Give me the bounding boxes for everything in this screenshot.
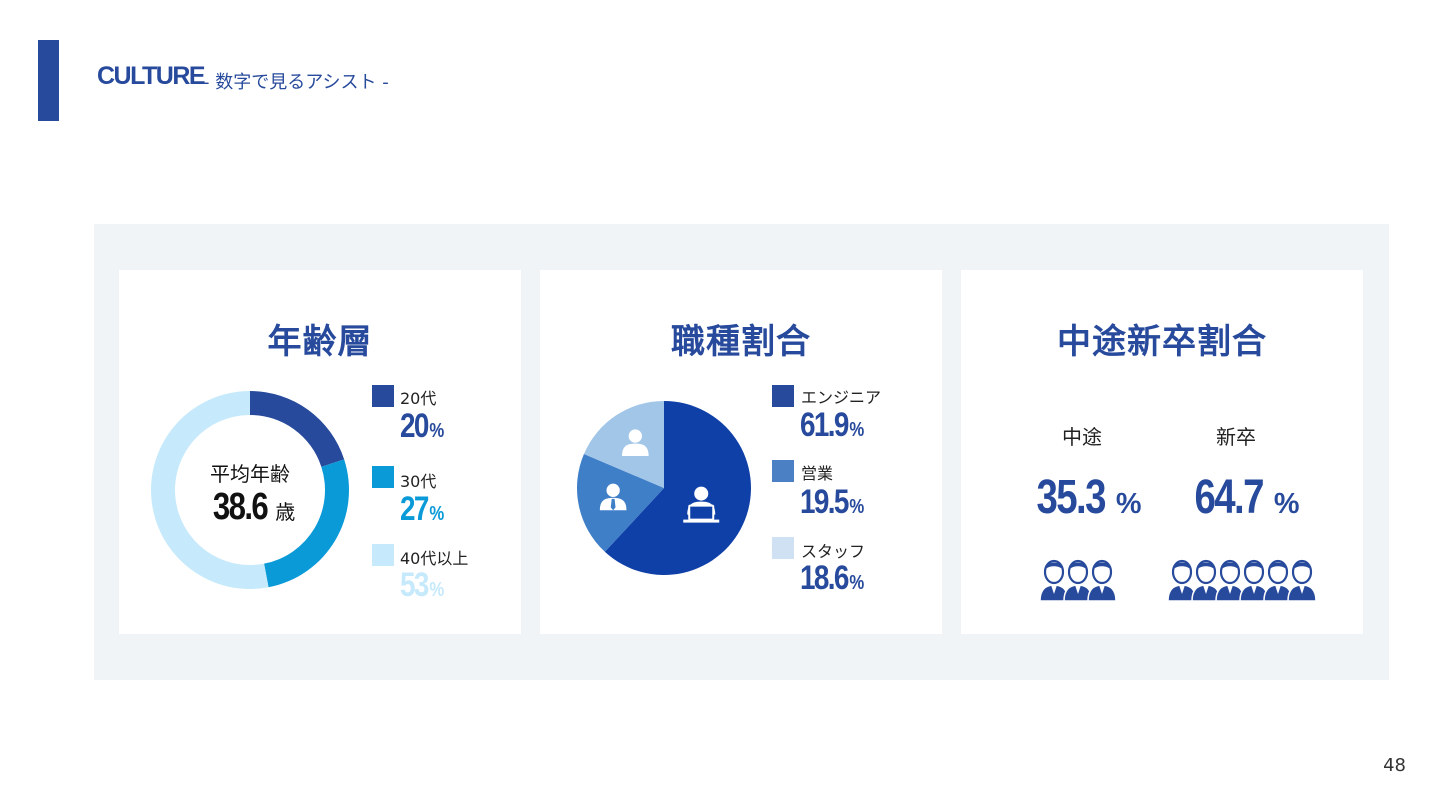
legend-label-engineer: エンジニア — [801, 388, 882, 407]
midcareer-people-icons — [1040, 559, 1117, 602]
age-donut-chart — [151, 391, 350, 589]
newgrad-person-icon-5 — [1287, 559, 1317, 602]
midcareer-person-icon-0 — [1040, 559, 1069, 602]
job-title: 職種割合 — [671, 322, 811, 362]
legend-label-20s: 20代 — [400, 389, 437, 408]
page-subtitle: - 数字で見るアシスト - — [203, 72, 389, 93]
person-icon — [622, 429, 649, 457]
newgrad-person-icon-0 — [1168, 559, 1197, 602]
newgrad-value: 64.7% — [1195, 471, 1300, 524]
pie-slice-0 — [604, 401, 751, 575]
newgrad-label: 新卒 — [1216, 425, 1256, 449]
hire-title: 中途新卒割合 — [1057, 322, 1267, 362]
businessperson-icon — [599, 483, 627, 511]
legend-label-staff: スタッフ — [801, 542, 866, 561]
legend-value-20s: 20% — [400, 407, 445, 445]
legend-swatch-sales — [772, 460, 794, 482]
newgrad-people-icons — [1168, 559, 1317, 602]
midcareer-label: 中途 — [1062, 425, 1102, 449]
legend-value-sales: 19.5% — [800, 483, 865, 521]
donut-slice-2 — [151, 391, 269, 589]
legend-swatch-engineer — [772, 385, 794, 407]
midcareer-person-icon-2 — [1087, 559, 1117, 602]
donut-slice-0 — [250, 391, 345, 467]
legend-label-40s: 40代以上 — [400, 549, 469, 568]
legend-label-30s: 30代 — [400, 472, 437, 491]
legend-swatch-staff — [772, 537, 794, 559]
average-age-label: 平均年齢 — [210, 462, 290, 486]
legend-value-engineer: 61.9% — [800, 406, 865, 444]
job-pie-chart — [577, 401, 751, 575]
legend-value-30s: 27% — [400, 490, 445, 528]
newgrad-person-icon-2 — [1215, 559, 1245, 602]
pie-slice-2 — [583, 401, 664, 488]
legend-swatch-20s — [372, 385, 394, 407]
age-title: 年齢層 — [267, 322, 373, 362]
legend-label-sales: 営業 — [801, 464, 834, 483]
legend-value-staff: 18.6% — [800, 559, 865, 597]
page-number: 48 — [1383, 755, 1406, 776]
legend-swatch-40s — [372, 544, 394, 566]
newgrad-person-icon-3 — [1239, 559, 1269, 602]
engineer-at-laptop-icon — [683, 486, 720, 523]
newgrad-person-icon-1 — [1191, 559, 1221, 602]
newgrad-person-icon-4 — [1263, 559, 1293, 602]
midcareer-value: 35.3% — [1037, 471, 1142, 524]
legend-value-40s: 53% — [400, 566, 445, 604]
donut-slice-1 — [264, 459, 350, 588]
average-age-value: 38.6 歳 — [212, 486, 295, 528]
midcareer-person-icon-1 — [1063, 559, 1093, 602]
legend-swatch-30s — [372, 466, 394, 488]
header-accent-bar — [38, 40, 59, 121]
page-title: CULTURE — [97, 62, 206, 90]
